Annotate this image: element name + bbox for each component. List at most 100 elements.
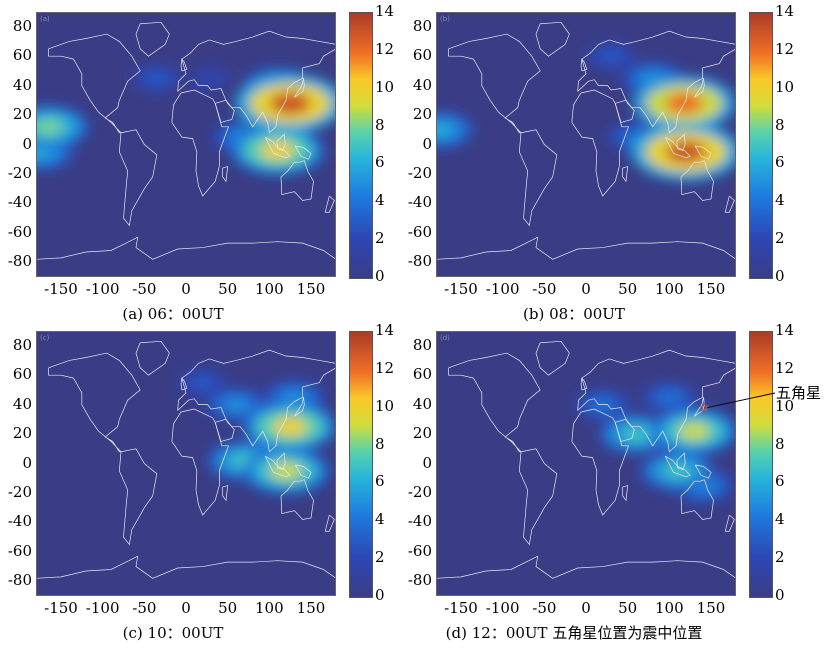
heatmap-blob-core [147, 72, 167, 84]
y-tick-label: 20 [12, 424, 32, 443]
y-tick-label: -40 [7, 193, 32, 212]
x-tick-label: 100 [255, 599, 284, 617]
coastline [294, 397, 305, 417]
colorbar-tick-label: 6 [375, 472, 385, 491]
y-tick-label: 40 [412, 394, 432, 413]
coastline [622, 485, 629, 502]
heatmap-svg: (b) [436, 12, 736, 277]
coastline [436, 236, 736, 260]
coastline [171, 408, 230, 516]
coastline [664, 455, 691, 478]
x-tick-label: 150 [696, 280, 726, 298]
coastline [580, 377, 588, 391]
x-tick-label: -50 [532, 280, 557, 298]
coastline [724, 195, 735, 213]
y-tick-label: 0 [22, 453, 32, 472]
heatmap-blob-core [224, 398, 248, 412]
y-tick-label: 20 [412, 105, 432, 124]
colorbar-tick-label: 10 [775, 77, 795, 96]
colorbar-tick-label: 2 [775, 229, 785, 248]
heatmap-blob-core [260, 141, 295, 160]
coastline [280, 160, 314, 201]
colorbar [749, 12, 773, 279]
y-tick-label: -80 [7, 571, 32, 590]
colorbar-tick-label: 4 [375, 510, 385, 529]
y-tick-label: 80 [412, 335, 432, 354]
coastline [135, 21, 170, 57]
x-tick-label: 100 [655, 599, 684, 617]
heatmap-svg: (d) [436, 331, 736, 596]
y-tick-label: -20 [407, 482, 432, 501]
coastline [48, 33, 141, 134]
colorbar-tick-label: 12 [375, 358, 395, 377]
colorbar-tick-label: 6 [775, 153, 785, 172]
colorbar-tick-label: 0 [375, 267, 385, 285]
coastline [276, 133, 286, 151]
coastline [264, 136, 291, 159]
panel-caption: (a) 06：00UT [122, 305, 224, 323]
colorbar-tick-label: 2 [775, 548, 785, 567]
epicenter-star-icon [699, 402, 710, 412]
coastline [294, 464, 312, 479]
coastline [535, 21, 570, 57]
x-tick-label: 50 [218, 280, 238, 298]
colorbar-tick-label: 0 [375, 586, 385, 604]
x-tick-label: 0 [581, 280, 591, 298]
heatmap-blob-core [282, 390, 306, 404]
coastline [577, 349, 736, 453]
y-tick-label: -40 [407, 512, 432, 531]
heatmap-blob-core [269, 92, 311, 115]
colorbar-tick-label: 8 [375, 434, 385, 453]
x-tick-label: -50 [532, 599, 557, 617]
coastline [571, 408, 630, 516]
coastline [694, 464, 712, 479]
x-tick-label: -150 [44, 280, 78, 298]
coastline [324, 195, 335, 213]
heatmap-svg: (a) [36, 12, 336, 277]
y-tick-label: 0 [422, 134, 432, 153]
x-tick-label: 50 [618, 599, 638, 617]
x-tick-label: 150 [696, 599, 726, 617]
x-tick-label: -150 [444, 599, 478, 617]
heatmap-blob-core [678, 422, 711, 440]
colorbar-tick-label: 8 [375, 115, 385, 134]
coastline [571, 89, 630, 197]
heatmap-plot-area: (c) [36, 331, 336, 596]
colorbar-tick-label: 0 [775, 586, 785, 604]
coastline [280, 479, 314, 520]
panel-caption: (c) 10：00UT [122, 624, 224, 642]
heatmap-plot-area: (d) [436, 331, 736, 596]
coastline [36, 555, 336, 579]
coastline [118, 448, 158, 546]
coastline [676, 133, 686, 151]
colorbar-tick-label: 12 [775, 39, 795, 58]
coastline [436, 555, 736, 579]
coastline [36, 236, 336, 260]
y-tick-label: -20 [7, 482, 32, 501]
coastline [577, 30, 736, 134]
y-tick-label: -60 [407, 541, 432, 560]
y-tick-label: 60 [12, 365, 32, 384]
coastline [518, 448, 558, 546]
y-tick-label: 40 [412, 75, 432, 94]
heatmap-plot-area: (b) [436, 12, 736, 277]
colorbar-tick-label: 4 [375, 191, 385, 210]
y-tick-label: -80 [407, 252, 432, 271]
colorbar-tick-label: 6 [375, 153, 385, 172]
colorbar-tick-label: 8 [775, 115, 785, 134]
colorbar-tick-label: 2 [375, 548, 385, 567]
x-tick-label: 100 [655, 280, 684, 298]
colorbar-tick-label: 14 [375, 321, 395, 339]
colorbar-tick-label: 12 [375, 39, 395, 58]
colorbar [749, 331, 773, 598]
x-tick-label: -150 [444, 280, 478, 298]
heatmap-blob-core [658, 391, 680, 404]
coastline [276, 452, 286, 470]
colorbar-tick-label: 8 [775, 434, 785, 453]
y-tick-label: 60 [412, 46, 432, 65]
y-tick-label: -60 [7, 541, 32, 560]
coastline [135, 340, 170, 376]
heatmap-svg: (c) [36, 331, 336, 596]
coastline [222, 166, 229, 183]
colorbar-tick-label: 10 [375, 396, 395, 415]
